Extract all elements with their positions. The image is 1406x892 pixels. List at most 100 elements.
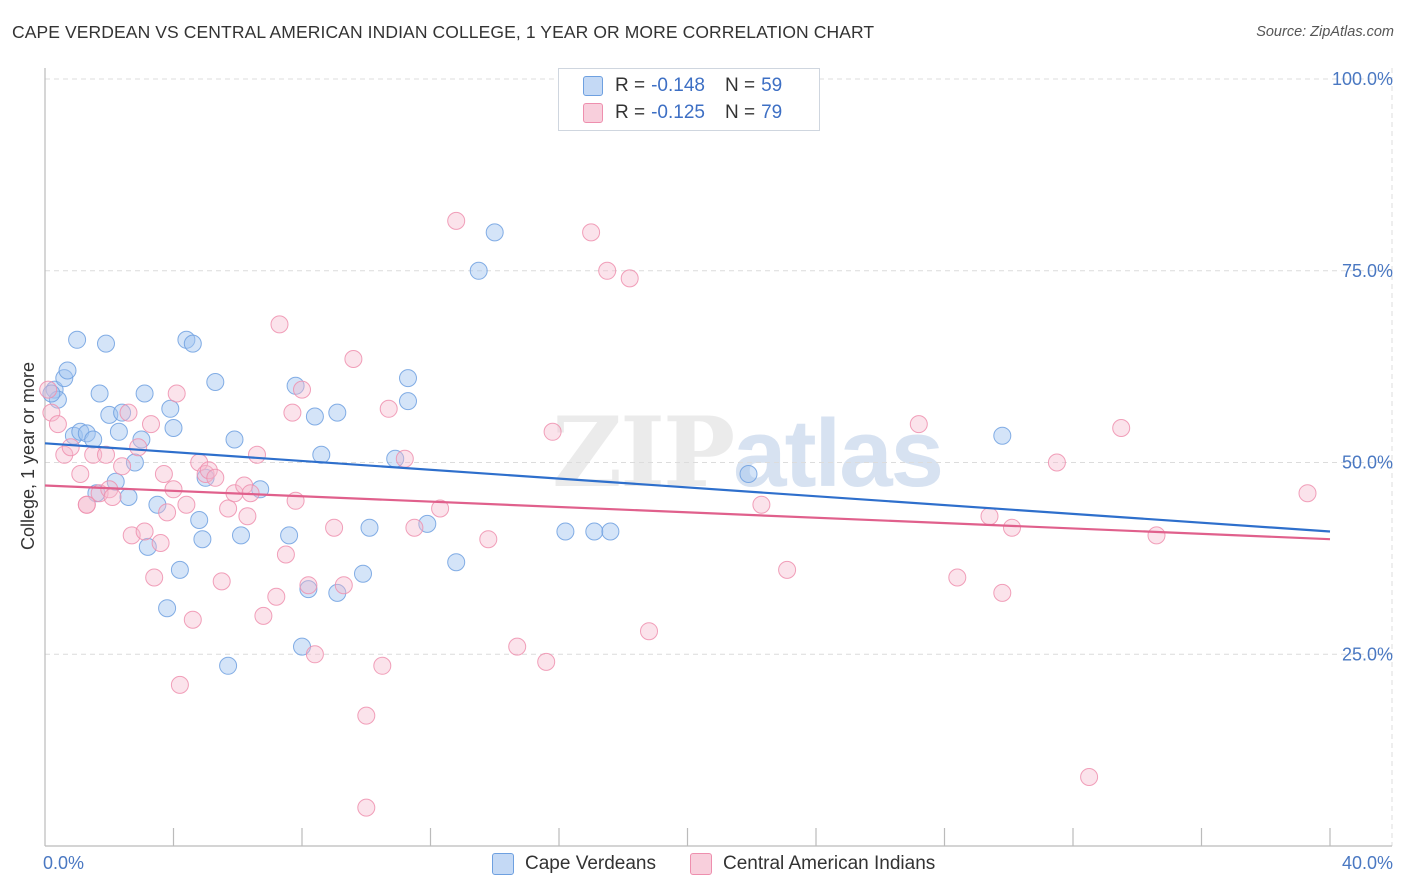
data-point [601,522,620,541]
data-point [357,798,376,817]
data-point [39,380,58,399]
source-credit: Source: ZipAtlas.com [1256,24,1394,40]
data-point [58,361,77,380]
data-point [305,407,324,426]
x-tick-label: 0.0% [43,853,84,873]
data-point [183,334,202,353]
data-point [129,438,148,457]
data-point [299,580,318,599]
legend-label: Central American Indians [723,853,936,874]
data-point [238,507,257,526]
data-point [1047,453,1066,472]
data-point [148,495,167,514]
data-point [232,526,250,545]
data-point [167,384,186,403]
legend-r-value: -0.148 [651,75,705,96]
data-point [42,403,61,422]
legend-n-label: N = [724,102,756,123]
legend-item-central-american-indians: Central American Indians [690,851,935,877]
data-point [135,522,154,541]
data-point [948,568,967,587]
data-point [68,330,87,349]
data-point [1147,526,1166,545]
legend-row-cape-verdeans: R = -0.148 N = 59 [583,74,782,98]
legend-r-label: R = [615,102,646,123]
data-point [106,472,125,491]
data-point [293,380,311,399]
data-point [206,373,225,391]
data-point [199,461,218,480]
data-points [39,211,1317,817]
data-point [219,656,238,675]
watermark-zip: ZIP [552,396,735,509]
data-point [48,415,67,434]
legend-r-value: -0.125 [651,102,705,123]
watermark-atlas: atlas [733,400,944,507]
data-point [119,488,138,506]
data-point [77,495,96,514]
data-point [267,587,286,606]
data-point [55,445,74,464]
data-point [479,530,498,549]
data-point [183,610,202,629]
data-point [177,495,196,514]
data-point [154,465,173,483]
x-tick-label: 40.0% [1342,853,1393,873]
data-point [752,495,771,514]
trend-line [44,484,1331,541]
data-point [280,526,299,545]
legend-n-value: 59 [761,75,783,96]
data-point [97,445,115,464]
data-point [312,445,331,464]
data-point [206,468,225,487]
data-point [142,415,160,434]
data-point [447,211,466,230]
series-cape-verdeans [42,223,1012,675]
watermark: ZIPatlas [552,396,944,509]
data-point [405,518,424,537]
stats-legend: R = -0.148 N = 59 R = -0.125 N = 79 [558,68,820,131]
data-point [113,457,132,476]
data-point [360,518,379,537]
data-point [283,403,302,422]
data-point [170,675,189,694]
data-point [248,445,266,464]
legend-n-label: N = [724,75,756,96]
series-central-american-indians [39,211,1317,817]
y-tick-label: 50.0% [1342,453,1393,473]
data-point [305,645,324,664]
data-point [909,415,928,434]
legend-item-cape-verdeans: Cape Verdeans [492,851,656,877]
data-point [357,706,376,725]
trend-lines [44,442,1331,541]
data-point [71,465,90,483]
data-point [103,488,122,506]
data-point [299,576,318,595]
data-point [151,534,170,552]
data-point [620,269,639,288]
legend-swatch-blue [492,853,514,875]
data-point [225,430,244,449]
y-tick-label: 25.0% [1342,644,1393,664]
data-point [158,503,177,522]
data-point [334,576,353,595]
data-point [379,399,398,418]
data-point [543,422,562,441]
data-point [254,606,273,625]
data-point [328,403,347,422]
data-point [485,223,504,242]
data-point [582,223,601,242]
chart-title: CAPE VERDEAN VS CENTRAL AMERICAN INDIAN … [12,22,875,42]
data-point [431,499,450,518]
data-point [193,530,212,549]
data-point [109,422,128,441]
data-point [328,583,347,602]
data-point [508,637,527,656]
data-point [640,622,658,641]
data-point [585,522,604,541]
axes [44,68,1392,847]
legend-row-central-american-indians: R = -0.125 N = 79 [583,101,782,125]
data-point [354,564,372,583]
data-point [97,334,115,353]
legend-r-label: R = [615,75,646,96]
